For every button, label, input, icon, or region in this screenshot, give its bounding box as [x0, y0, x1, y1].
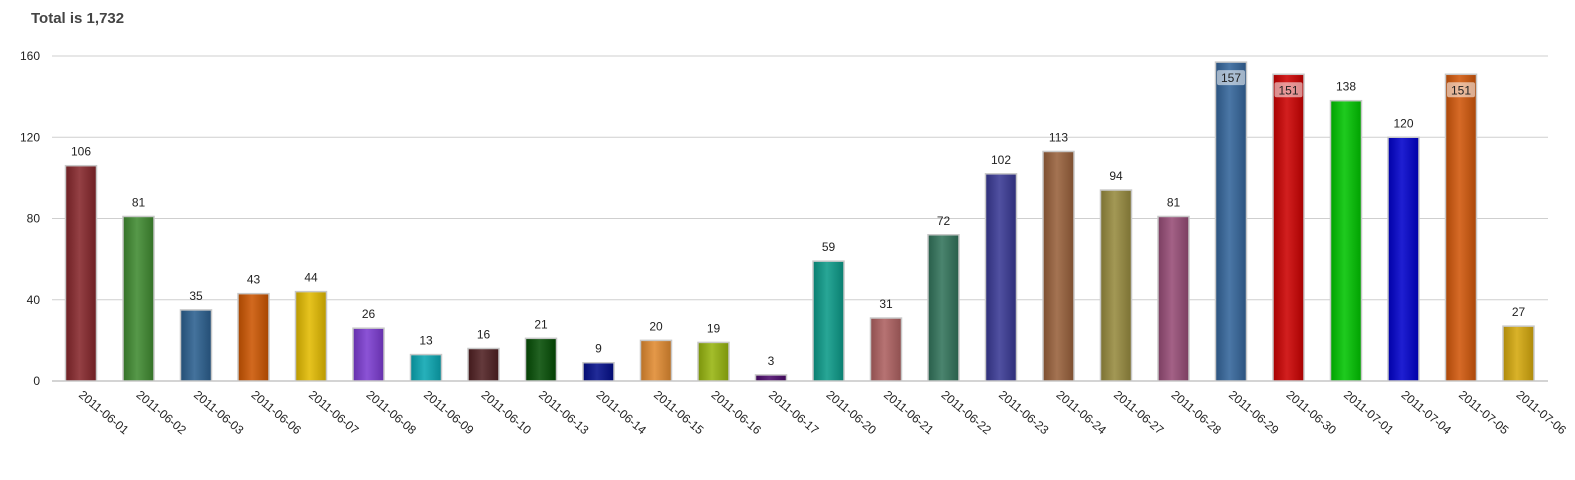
- x-tick-label: 2011-06-28: [1169, 388, 1225, 438]
- bar-2011-06-20: [812, 260, 845, 382]
- data-label: 9: [595, 342, 602, 356]
- data-label: 21: [534, 317, 548, 331]
- x-tick-label: 2011-06-09: [421, 388, 477, 438]
- bar-2011-06-02: [122, 215, 155, 382]
- data-label: 19: [707, 321, 721, 335]
- data-label: 102: [991, 153, 1011, 167]
- x-tick-label: 2011-07-04: [1399, 388, 1455, 438]
- x-tick-label: 2011-06-03: [191, 388, 247, 438]
- y-tick-label: 40: [27, 293, 41, 307]
- bar-2011-06-23: [984, 173, 1018, 382]
- data-label-background: [1274, 82, 1303, 98]
- bar-2011-06-27: [1099, 189, 1133, 382]
- x-tick-label: 2011-06-01: [76, 388, 132, 438]
- bar-2011-06-21: [869, 317, 903, 382]
- x-tick-label: 2011-06-07: [306, 388, 362, 438]
- x-tick-label: 2011-06-29: [1226, 388, 1282, 438]
- x-tick-label: 2011-06-23: [996, 388, 1052, 438]
- bar-2011-06-13: [524, 337, 558, 382]
- x-tick-label: 2011-06-20: [824, 388, 880, 438]
- data-label: 151: [1451, 83, 1471, 97]
- x-tick-label: 2011-06-30: [1284, 388, 1340, 438]
- data-label: 72: [937, 214, 951, 228]
- x-tick-label: 2011-07-01: [1341, 388, 1397, 438]
- data-label: 13: [419, 334, 433, 348]
- bar-2011-06-10: [467, 347, 500, 382]
- chart-title: Total is 1,732: [31, 10, 125, 27]
- bar-2011-06-09: [409, 353, 443, 382]
- x-tick-label: 2011-06-13: [536, 388, 592, 438]
- bar-2011-06-06: [237, 292, 270, 382]
- bar-2011-06-17: [754, 374, 788, 382]
- bar-2011-06-22: [927, 234, 960, 382]
- data-label: 26: [362, 307, 376, 321]
- x-tick-label: 2011-06-27: [1111, 388, 1167, 438]
- data-label: 151: [1278, 83, 1298, 97]
- y-tick-label: 120: [20, 130, 40, 144]
- data-label: 120: [1393, 116, 1413, 130]
- bar-2011-07-06: [1502, 325, 1535, 382]
- bar-2011-06-01: [64, 164, 98, 382]
- x-tick-label: 2011-06-21: [881, 388, 937, 438]
- x-tick-label: 2011-06-02: [134, 388, 190, 438]
- x-tick-label: 2011-07-06: [1514, 388, 1570, 438]
- x-tick-label: 2011-06-16: [709, 388, 765, 438]
- data-label: 81: [1167, 195, 1181, 209]
- bar-2011-06-08: [352, 327, 385, 382]
- data-label: 106: [71, 145, 91, 159]
- x-tick-label: 2011-06-14: [594, 388, 650, 438]
- data-label: 113: [1049, 130, 1068, 144]
- x-tick-label: 2011-06-15: [651, 388, 707, 438]
- data-label: 81: [132, 195, 146, 209]
- data-label: 27: [1512, 305, 1526, 319]
- bar-2011-06-29: [1214, 61, 1248, 382]
- x-tick-label: 2011-06-22: [939, 388, 995, 438]
- data-label: 3: [768, 354, 775, 368]
- bar-2011-07-01: [1329, 99, 1363, 382]
- bar-2011-06-24: [1042, 150, 1075, 382]
- grid-layer: [52, 55, 1548, 382]
- x-tick-label: 2011-06-24: [1054, 388, 1110, 438]
- bar-2011-06-30: [1272, 73, 1305, 382]
- data-label-background: [1447, 82, 1475, 98]
- data-label: 157: [1221, 71, 1241, 85]
- bar-2011-06-16: [697, 341, 730, 382]
- data-label: 31: [879, 297, 893, 311]
- x-tick-label: 2011-07-05: [1456, 388, 1512, 438]
- bar-2011-07-05: [1444, 73, 1478, 382]
- data-label: 35: [189, 289, 203, 303]
- x-tick-label: 2011-06-17: [766, 388, 822, 438]
- data-label: 20: [649, 319, 663, 333]
- data-label-background: [1217, 70, 1245, 86]
- bar-2011-06-07: [294, 290, 328, 382]
- data-label: 43: [247, 273, 261, 287]
- x-tick-label: 2011-06-06: [249, 388, 305, 438]
- x-tick-label: 2011-06-10: [479, 388, 535, 438]
- y-tick-label: 160: [20, 49, 40, 63]
- y-tick-label: 0: [33, 374, 40, 388]
- bar-2011-07-04: [1387, 136, 1420, 382]
- bar-2011-06-03: [179, 309, 213, 382]
- bar-2011-06-14: [582, 361, 615, 382]
- bar-2011-06-28: [1157, 215, 1190, 382]
- data-label: 138: [1336, 80, 1356, 94]
- data-label: 59: [822, 240, 836, 254]
- label-layer: 106 81 35 43 44 26 13 16 21 9 20 19 3 59 31 72 102 113 94 8…: [71, 70, 1526, 368]
- y-tick-label: 80: [27, 212, 41, 226]
- data-label: 94: [1109, 169, 1123, 183]
- bar-2011-06-15: [639, 339, 673, 382]
- data-label: 16: [477, 328, 491, 342]
- x-tick-label: 2011-06-08: [364, 388, 420, 438]
- bar-layer: [64, 61, 1535, 382]
- data-label: 44: [304, 271, 318, 285]
